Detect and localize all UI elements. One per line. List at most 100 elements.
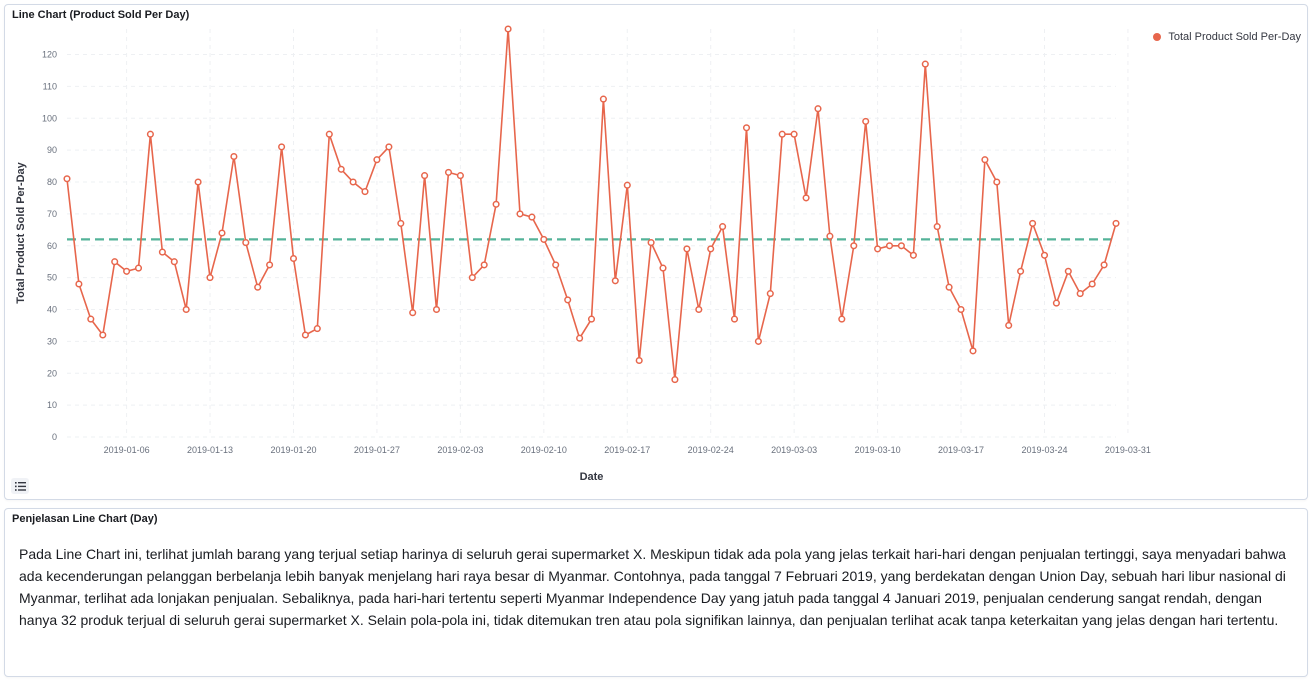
data-point[interactable] [444,168,453,176]
data-point[interactable] [897,242,905,250]
data-point[interactable] [266,261,274,269]
data-point[interactable] [1064,267,1072,275]
data-point[interactable] [802,194,810,202]
data-point[interactable] [468,274,476,282]
data-point[interactable] [909,251,917,259]
data-point[interactable] [480,261,488,269]
data-point[interactable] [611,277,619,285]
data-point[interactable] [659,264,667,272]
data-point[interactable] [850,242,858,250]
data-point[interactable] [1052,299,1060,307]
data-point[interactable] [373,156,381,164]
data-point[interactable] [587,315,596,323]
data-point[interactable] [254,283,262,291]
data-point[interactable] [838,315,846,323]
data-point[interactable] [576,334,584,342]
data-point[interactable] [301,331,309,339]
legend-toggle-button[interactable] [11,478,29,494]
data-point[interactable] [528,213,536,221]
data-point[interactable] [492,200,500,208]
x-tick-label: 2019-03-10 [855,445,901,455]
data-point[interactable] [194,178,202,186]
data-point[interactable] [599,95,607,103]
data-point[interactable] [1100,261,1108,269]
data-point[interactable] [814,105,822,113]
data-point[interactable] [421,172,429,180]
data-point[interactable] [957,305,965,314]
data-point[interactable] [766,290,774,298]
data-point[interactable] [218,229,226,237]
x-tick-label: 2019-02-03 [437,445,483,455]
data-point[interactable] [790,130,798,138]
data-point[interactable] [1029,219,1037,227]
data-point[interactable] [409,309,417,317]
data-point[interactable] [349,178,357,186]
data-point[interactable] [754,337,762,345]
data-point[interactable] [1076,290,1084,298]
data-point[interactable] [182,305,190,314]
data-point[interactable] [1088,280,1096,288]
data-point[interactable] [504,25,512,33]
data-point[interactable] [385,143,393,151]
data-point[interactable] [278,143,286,151]
data-point[interactable] [719,223,727,231]
data-point[interactable] [969,347,977,355]
data-point[interactable] [134,264,143,272]
data-point[interactable] [695,305,703,314]
data-point[interactable] [623,181,631,189]
data-point[interactable] [981,156,989,164]
y-tick-label: 60 [47,241,57,251]
data-point[interactable] [874,245,882,253]
data-point[interactable] [635,356,643,365]
data-point[interactable] [230,152,238,161]
data-point[interactable] [683,245,691,253]
data-point[interactable] [313,325,321,333]
x-tick-label: 2019-03-03 [771,445,817,455]
data-point[interactable] [707,245,715,253]
data-point[interactable] [397,219,405,227]
data-point[interactable] [671,376,679,384]
data-point[interactable] [170,258,178,266]
data-point[interactable] [742,124,751,132]
data-point[interactable] [337,165,345,173]
data-point[interactable] [289,254,298,263]
data-point[interactable] [1112,219,1120,227]
data-point[interactable] [933,223,941,231]
data-point[interactable] [123,267,131,275]
series-points [63,25,1120,384]
data-point[interactable] [993,178,1001,186]
data-point[interactable] [456,172,464,180]
data-point[interactable] [1040,251,1049,259]
data-point[interactable] [862,117,870,125]
data-point[interactable] [552,261,560,269]
data-point[interactable] [540,235,548,243]
data-point[interactable] [325,130,333,138]
data-point[interactable] [778,130,786,138]
data-point[interactable] [945,283,953,291]
data-point[interactable] [158,248,166,256]
data-point[interactable] [432,305,441,314]
data-point[interactable] [647,239,655,247]
data-point[interactable] [99,331,107,339]
data-point[interactable] [111,258,119,266]
data-point[interactable] [242,239,250,247]
data-point[interactable] [75,280,83,288]
data-point[interactable] [730,315,739,323]
data-point[interactable] [921,60,929,68]
y-tick-label: 120 [42,50,57,60]
data-point[interactable] [885,242,894,250]
data-point[interactable] [206,274,214,282]
x-tick-label: 2019-01-06 [104,445,150,455]
series-line [66,28,1117,380]
data-point[interactable] [361,188,369,196]
data-point[interactable] [564,296,572,304]
data-point[interactable] [63,175,71,183]
chart-legend[interactable]: Total Product Sold Per-Day [1153,31,1301,43]
data-point[interactable] [87,315,95,323]
data-point[interactable] [516,210,524,218]
text-panel: Penjelasan Line Chart (Day) Pada Line Ch… [4,508,1308,677]
data-point[interactable] [1005,321,1013,329]
data-point[interactable] [146,130,154,138]
data-point[interactable] [826,232,834,240]
data-point[interactable] [1017,267,1025,275]
